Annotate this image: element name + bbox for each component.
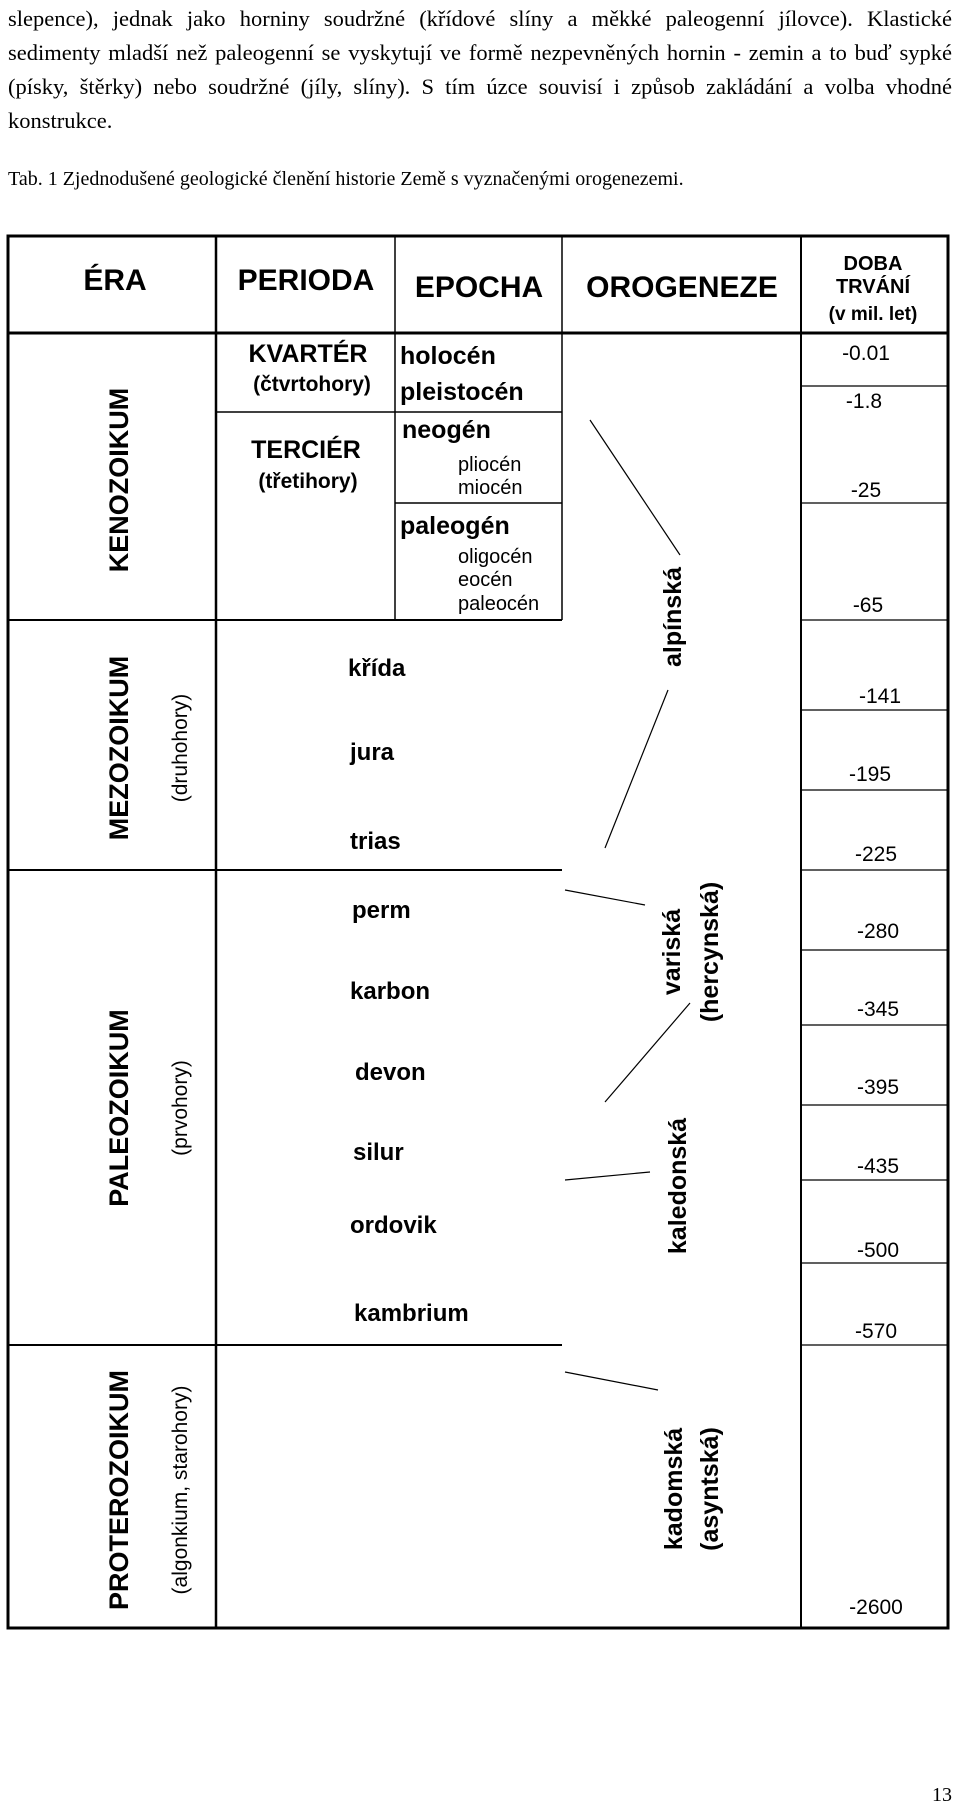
paragraph-line: nezpevněných hornin - zemin a to buď syp… [8,40,952,99]
duration-value: -2600 [849,1596,903,1619]
duration-value: -280 [857,920,899,943]
era-paleozoikum: PALEOZOIKUM [104,1009,134,1207]
epoch-miocen: miocén [458,477,522,499]
header-era: ÉRA [83,263,146,297]
period-kvarter-sub: (čtvrtohory) [253,373,371,396]
header-orogeneze: OROGENEZE [586,271,778,304]
paragraph-line: slepence), jednak jako horniny soudržné … [8,6,765,31]
duration-value: -345 [857,998,899,1021]
epoch-paleogen: paleogén [400,512,510,540]
header-units: (v mil. let) [829,304,918,325]
duration-value: -1.8 [846,390,882,413]
period-silur: silur [353,1139,404,1166]
table-frame [6,234,950,1630]
header-trvani: TRVÁNÍ [836,275,911,298]
duration-value: -195 [849,763,891,786]
paragraph-line: (jíly, slíny). S tím úzce souvisí i způs… [8,74,953,133]
duration-value: -0.01 [842,342,890,365]
orogeny-alpinska: alpínská [659,567,687,667]
period-tercier-sub: (třetihory) [258,470,357,493]
epoch-neogen: neogén [402,416,491,444]
duration-value: -395 [857,1076,899,1099]
period-kambrium: kambrium [354,1300,469,1327]
epoch-pliocen: pliocén [458,454,521,476]
orogeny-kadomska: kadomská [660,1428,688,1550]
duration-value: -435 [857,1155,899,1178]
period-krida: křída [348,655,406,682]
epoch-eocen: eocén [458,569,513,591]
era-kenozoikum: KENOZOIKUM [104,388,134,573]
period-karbon: karbon [350,978,430,1005]
epoch-paleocen: paleocén [458,593,539,615]
duration-value: -500 [857,1239,899,1262]
orogeny-kadomska-sub: (asyntská) [696,1427,724,1551]
era-proterozoikum-sub: (algonkium, starohory) [169,1386,192,1595]
orogeny-variska-sub: (hercynská) [696,882,724,1022]
period-devon: devon [355,1059,426,1086]
period-perm: perm [352,897,411,924]
era-proterozoikum: PROTEROZOIKUM [104,1370,134,1610]
header-doba: DOBA [844,253,903,275]
period-ordovik: ordovik [350,1212,437,1239]
epoch-oligocen: oligocén [458,546,533,568]
intro-paragraph: slepence), jednak jako horniny soudržné … [8,2,952,138]
era-paleozoikum-sub: (prvohory) [169,1060,192,1156]
period-jura: jura [349,739,395,766]
duration-value: -225 [855,843,897,866]
duration-value: -141 [859,685,901,708]
durations: -0.01 -1.8 -25 -65 -141 -195 -225 -280 -… [842,342,903,1619]
paragraph-line: jílovce). Klastické sedimenty mladší než… [8,6,952,65]
duration-value: -65 [853,594,883,617]
duration-value: -570 [855,1320,897,1343]
duration-value: -25 [851,479,881,502]
period-kvarter: KVARTÉR [249,339,368,368]
period-trias: trias [350,828,401,855]
duration-rules [801,385,948,1346]
period-tercier: TERCIÉR [251,435,361,464]
epoch-pleistocen: pleistocén [400,378,524,406]
era-mezozoikum: MEZOZOIKUM [104,656,134,840]
page-number: 13 [932,1784,952,1806]
orogeny-connectors [564,419,691,1391]
header-perioda: PERIODA [238,264,375,297]
era-mezozoikum-sub: (druhohory) [169,694,192,803]
epoch-holocen: holocén [400,342,496,370]
header-epocha: EPOCHA [415,271,543,304]
orogeny-variska: variská [658,909,686,995]
orogeny-kaledonska: kaledonská [664,1118,692,1254]
table-caption: Tab. 1 Zjednodušené geologické členění h… [8,168,684,190]
